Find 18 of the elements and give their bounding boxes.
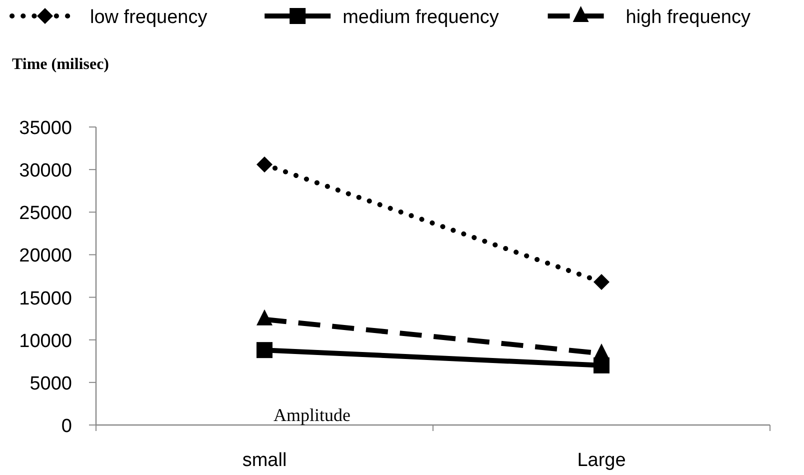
legend-label: high frequency	[626, 7, 751, 28]
y-axis-title: Time (milisec)	[12, 56, 110, 73]
y-tick-label: 10000	[19, 330, 72, 352]
y-tick-label: 25000	[19, 203, 72, 224]
point	[594, 274, 610, 290]
y-tick-label: 30000	[19, 160, 72, 182]
legend-label: medium frequency	[342, 7, 500, 28]
y-tick-label: 35000	[19, 118, 72, 139]
x-axis-title: Amplitude	[274, 405, 351, 425]
point	[256, 342, 272, 358]
x-tick-label: small	[242, 450, 287, 471]
legend-label: low frequency	[90, 7, 208, 28]
y-tick-label: 5000	[30, 373, 72, 394]
point	[256, 156, 272, 172]
y-tick-label: 0	[61, 416, 72, 437]
x-tick-label: Large	[577, 450, 626, 471]
y-tick-label: 20000	[19, 246, 72, 267]
y-tick-label: 15000	[19, 288, 72, 310]
